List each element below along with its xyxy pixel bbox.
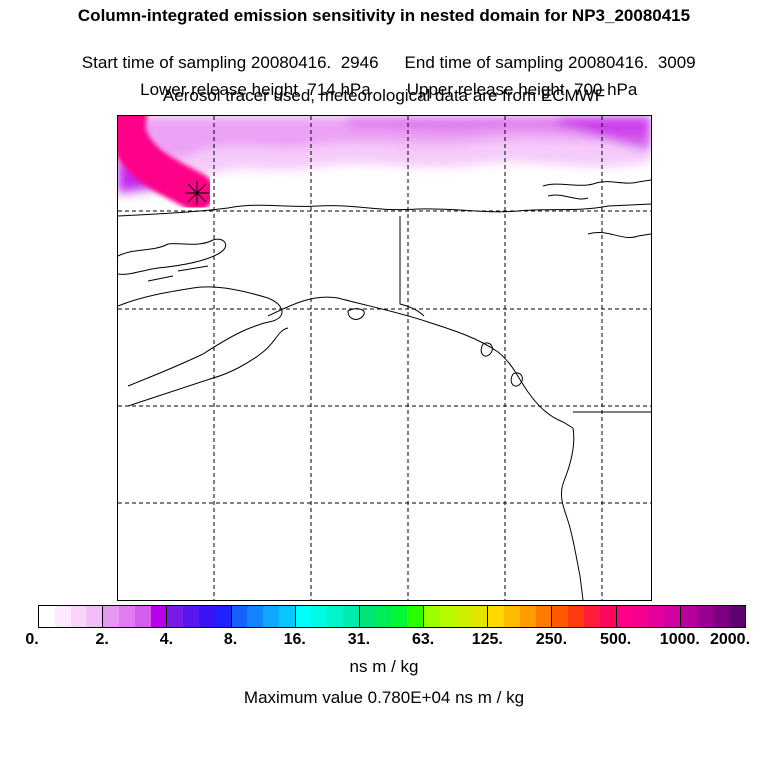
colorbar-swatch: [552, 606, 569, 627]
colorbar-tick-label: 125.: [471, 631, 503, 648]
sensitivity-map: [117, 115, 652, 601]
colorbar-swatch: [712, 606, 729, 627]
colorbar-segment: [552, 606, 617, 627]
colorbar-swatch: [616, 606, 633, 627]
colorbar-swatch: [327, 606, 344, 627]
colorbar-segment: [488, 606, 553, 627]
colorbar-swatch: [247, 606, 264, 627]
colorbar-swatch: [278, 606, 295, 627]
colorbar-swatch: [103, 606, 119, 627]
colorbar-swatch: [504, 606, 520, 627]
colorbar-swatch: [696, 606, 713, 627]
colorbar-swatch: [167, 606, 184, 627]
colorbar-swatch: [583, 606, 600, 627]
colorbar-swatch: [663, 606, 680, 627]
lower-release-label: Lower release height 714 hPa: [140, 80, 371, 99]
asterisk-marker: [185, 181, 209, 205]
colorbar-tick-label: 2000.: [709, 631, 751, 648]
colorbar-swatch: [439, 606, 456, 627]
colorbar-swatch: [648, 606, 664, 627]
colorbar-tick-label: 250.: [535, 631, 568, 648]
colorbar-segment: [424, 606, 489, 627]
colorbar-swatch: [519, 606, 536, 627]
coastlines: [118, 179, 651, 600]
colorbar-swatch: [134, 606, 151, 627]
end-time-label: End time of sampling 20080416. 3009: [404, 53, 696, 72]
colorbar-segment: [359, 606, 425, 627]
release-height-line: Lower release height 714 hPa Upper releas…: [0, 60, 768, 100]
colorbar-tick-label: 63.: [411, 631, 435, 648]
colorbar-swatch: [424, 606, 440, 627]
colorbar-segment: [167, 606, 232, 627]
colorbar-swatch: [728, 606, 745, 627]
colorbar-segment: [295, 606, 360, 627]
colorbar-swatch: [54, 606, 71, 627]
colorbar-swatch: [680, 606, 697, 627]
tracer-info-label: Aerosol tracer used, meteorological data…: [162, 86, 606, 105]
colorbar-swatch: [311, 606, 328, 627]
emission-plume: [118, 116, 215, 211]
plot-title: Column-integrated emission sensitivity i…: [77, 6, 691, 25]
colorbar-segment: [616, 606, 681, 627]
colorbar: [38, 605, 746, 628]
colorbar-swatch: [488, 606, 504, 627]
colorbar-segment: [39, 606, 104, 627]
maximum-value-label: Maximum value 0.780E+04 ns m / kg: [243, 688, 525, 707]
colorbar-segment: [680, 606, 745, 627]
colorbar-swatch: [231, 606, 248, 627]
colorbar-swatch: [407, 606, 424, 627]
colorbar-swatch: [118, 606, 135, 627]
colorbar-tick-label: 1000.: [659, 631, 700, 648]
colorbar-swatch: [535, 606, 552, 627]
colorbar-swatch: [263, 606, 279, 627]
colorbar-tick-label: 500.: [600, 631, 632, 648]
colorbar-swatch: [359, 606, 376, 627]
colorbar-tick-label: 16.: [283, 631, 306, 648]
colorbar-swatch: [295, 606, 312, 627]
colorbar-tick-label: 31.: [347, 631, 371, 648]
colorbar-swatch: [343, 606, 359, 627]
colorbar-segment: [231, 606, 296, 627]
map-canvas: [118, 116, 651, 600]
colorbar-swatch: [375, 606, 392, 627]
upper-release-label: Upper release height 700 hPa: [406, 80, 638, 99]
colorbar-swatch: [150, 606, 167, 627]
plume-band: [118, 116, 215, 211]
colorbar-swatch: [198, 606, 215, 627]
colorbar-swatch: [455, 606, 472, 627]
colorbar-segment: [103, 606, 168, 627]
colorbar-swatch: [471, 606, 488, 627]
colorbar-swatch: [391, 606, 408, 627]
colorbar-swatch: [214, 606, 231, 627]
colorbar-swatch: [86, 606, 103, 627]
colorbar-tick-label: 8.: [223, 631, 238, 648]
colorbar-swatch: [632, 606, 649, 627]
latlon-grid: [118, 116, 651, 600]
start-time-label: Start time of sampling 20080416. 2946: [81, 53, 379, 72]
colorbar-swatch: [70, 606, 87, 627]
colorbar-swatch: [39, 606, 55, 627]
colorbar-swatch: [568, 606, 584, 627]
colorbar-swatch: [183, 606, 199, 627]
colorbar-tick-label: 4.: [159, 631, 174, 648]
sampling-time-line: Start time of sampling 20080416. 2946 End…: [0, 33, 768, 73]
colorbar-unit-label: ns m / kg: [349, 657, 419, 676]
colorbar-tick-label: 2.: [95, 631, 109, 648]
political-borders: [399, 216, 651, 413]
colorbar-swatch: [599, 606, 616, 627]
colorbar-tick-label: 0.: [25, 631, 39, 648]
